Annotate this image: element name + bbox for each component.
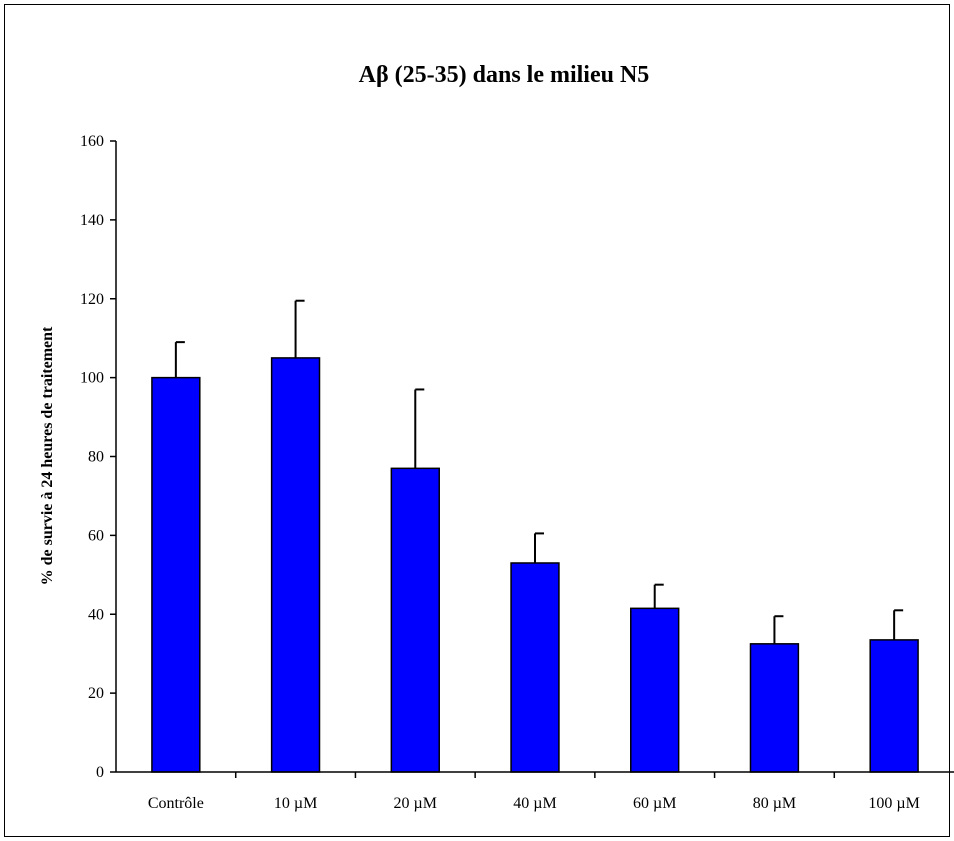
y-tick-label: 140 (80, 212, 104, 229)
x-tick-label: 40 µM (513, 795, 556, 812)
y-tick-label: 60 (88, 527, 104, 544)
bar (869, 639, 919, 773)
y-tick-label: 100 (80, 370, 104, 387)
x-tick-label: 60 µM (633, 795, 676, 812)
y-axis-label: % de survie à 24 heures de traitement (39, 326, 56, 585)
bar (630, 607, 680, 773)
y-tick-label: 120 (80, 291, 104, 308)
y-tick-label: 0 (96, 764, 104, 781)
x-tick-label: 10 µM (274, 795, 317, 812)
x-tick-label: 80 µM (753, 795, 796, 812)
chart-title: Aβ (25-35) dans le milieu N5 (359, 62, 650, 88)
y-tick-label: 20 (88, 685, 104, 702)
x-tick-label: 20 µM (394, 795, 437, 812)
bar (390, 467, 440, 773)
bar (151, 376, 201, 773)
bar (270, 357, 321, 773)
y-tick-label: 80 (88, 449, 104, 466)
y-tick-label: 40 (88, 606, 104, 623)
bar (749, 643, 800, 773)
x-tick-label: 100 µM (868, 795, 919, 812)
x-tick-label: Contrôle (148, 795, 204, 812)
y-tick-label: 160 (80, 133, 104, 150)
bar (510, 562, 560, 773)
